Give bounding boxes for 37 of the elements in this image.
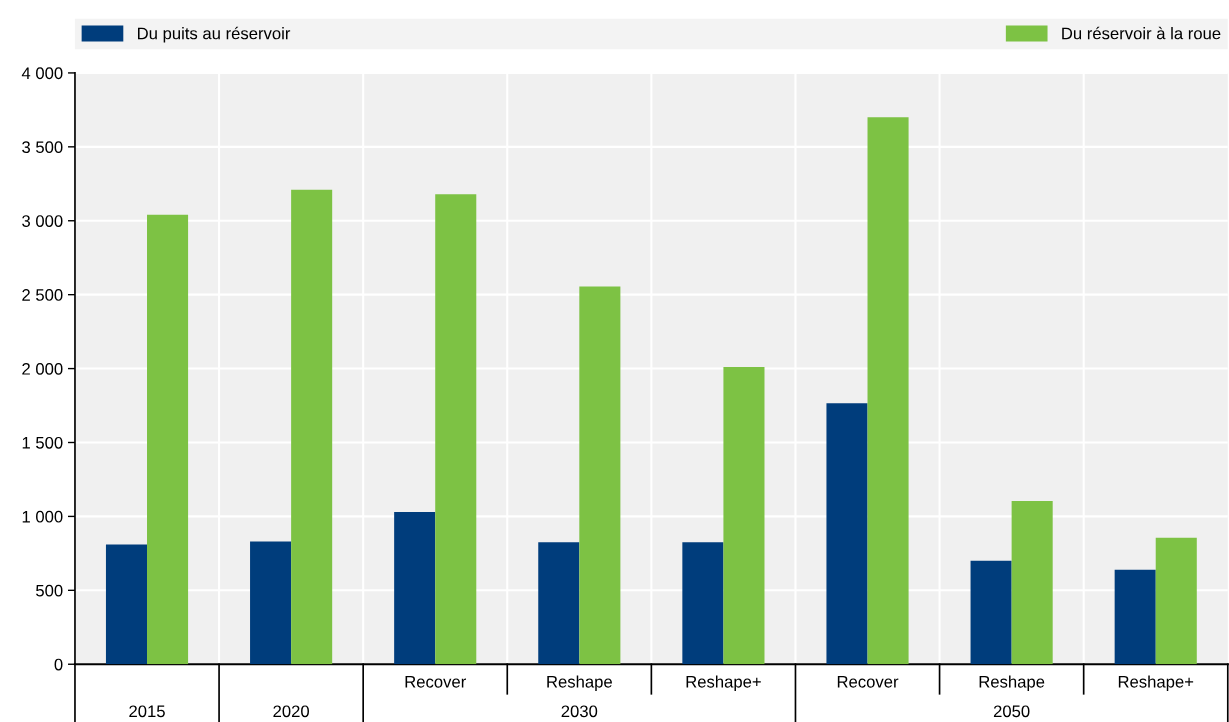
bar [1114, 569, 1156, 665]
bar [105, 544, 148, 665]
y-tick-label: 3 000 [22, 215, 63, 227]
bar [291, 189, 333, 665]
x-tick-label: Recover [837, 676, 899, 688]
bar [250, 541, 292, 665]
bar [1155, 537, 1197, 665]
bar [970, 560, 1012, 665]
y-tick-label: 1 000 [22, 510, 63, 523]
y-tick-label: 2 000 [22, 362, 63, 375]
legend-label: Du puits au réservoir [138, 26, 291, 43]
x-tick-label: Reshape+ [1118, 675, 1194, 691]
bar [1011, 500, 1053, 665]
x-tick-label: Recover [405, 676, 466, 688]
bar [867, 117, 909, 665]
bar [394, 511, 436, 665]
bar [723, 367, 765, 665]
text: 2050 [993, 705, 1030, 718]
bar [826, 403, 868, 665]
legend-label: Du réservoir à la roue [1062, 26, 1221, 40]
bar [682, 542, 724, 665]
bar [147, 214, 189, 665]
x-tick-label: 2020 [273, 705, 310, 718]
y-tick-label: 1 500 [22, 436, 63, 449]
x-tick-label: Reshape [547, 675, 612, 691]
y-tick-label: 3 500 [22, 141, 63, 154]
y-tick-label: 500 [36, 584, 63, 597]
bar [579, 286, 621, 665]
y-tick-label: 2 500 [22, 289, 63, 301]
x-tick-label: Reshape [979, 675, 1045, 691]
bar [435, 194, 477, 665]
y-tick-label: 4 000 [21, 67, 63, 80]
x-tick-label: Reshape+ [686, 675, 761, 691]
bar [538, 542, 580, 665]
x-tick-label: 2015 [129, 705, 165, 718]
y-tick-label: 0 [54, 658, 63, 671]
text: 2030 [561, 705, 598, 718]
